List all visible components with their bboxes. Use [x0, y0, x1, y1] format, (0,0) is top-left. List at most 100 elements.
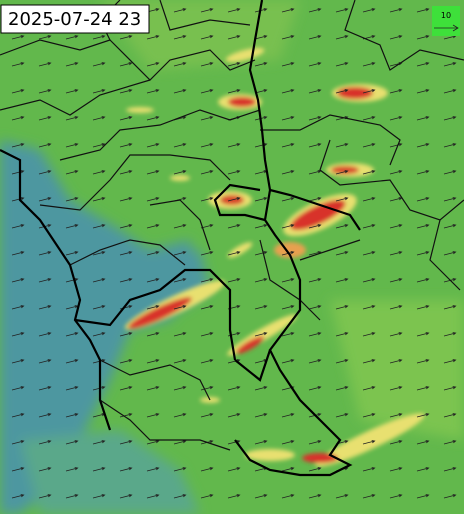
wind-arrow [416, 467, 430, 472]
wind-arrow [281, 413, 295, 418]
wind-arrow [335, 278, 349, 283]
wind-arrow [92, 305, 106, 310]
wind-arrow [146, 89, 160, 94]
wind-arrow [200, 116, 214, 121]
wind-arrow [227, 89, 241, 94]
wind-arrow [443, 332, 457, 337]
wind-arrow [173, 35, 187, 40]
wind-arrow [146, 467, 160, 472]
wind-arrow [416, 440, 430, 445]
wind-arrow [65, 224, 79, 229]
wind-arrow [281, 332, 295, 337]
wind-arrow [11, 224, 25, 229]
wind-arrow [119, 332, 133, 337]
wind-arrow [281, 89, 295, 94]
wind-arrow [254, 35, 268, 40]
wind-arrow [146, 143, 160, 148]
wind-arrow [92, 143, 106, 148]
wind-arrow [254, 143, 268, 148]
wind-arrow [119, 278, 133, 283]
wind-arrow [92, 251, 106, 256]
wind-arrow [308, 494, 322, 499]
wind-arrow [443, 197, 457, 202]
wind-arrow [173, 8, 187, 13]
wind-arrow [443, 386, 457, 391]
wind-arrow [38, 278, 52, 283]
wind-arrow [335, 332, 349, 337]
wind-arrow [308, 197, 322, 202]
wind-arrow [65, 359, 79, 364]
wind-arrow [389, 8, 403, 13]
wind-arrow [200, 413, 214, 418]
wind-arrow [335, 494, 349, 499]
wind-arrow [416, 170, 430, 175]
wind-arrow [92, 62, 106, 67]
wind-arrow [443, 170, 457, 175]
wind-arrow [416, 359, 430, 364]
wind-arrow [362, 62, 376, 67]
wind-arrow [416, 143, 430, 148]
wind-arrow [281, 116, 295, 121]
wind-arrow [416, 197, 430, 202]
wind-arrow [38, 359, 52, 364]
wind-arrow [119, 170, 133, 175]
wind-arrow [65, 116, 79, 121]
wind-arrow [389, 440, 403, 445]
wind-arrow [173, 386, 187, 391]
wind-arrow [254, 251, 268, 256]
wind-arrow [443, 494, 457, 499]
wind-arrow [200, 143, 214, 148]
wind-arrow [416, 386, 430, 391]
timestamp: 2025-07-24 23 [8, 9, 141, 30]
wind-arrow [335, 251, 349, 256]
wind-arrow [200, 332, 214, 337]
wind-arrow [146, 35, 160, 40]
wind-arrow [173, 170, 187, 175]
wind-arrow [146, 413, 160, 418]
wind-arrow [11, 143, 25, 148]
wind-arrow [443, 62, 457, 67]
wind-arrow [362, 440, 376, 445]
wind-arrow [11, 62, 25, 67]
wind-arrow [11, 440, 25, 445]
wind-arrow [11, 116, 25, 121]
wind-arrow [281, 197, 295, 202]
wind-arrow [146, 278, 160, 283]
wind-arrow [38, 170, 52, 175]
wind-arrow [227, 278, 241, 283]
wind-arrow [335, 305, 349, 310]
wind-arrow [254, 332, 268, 337]
wind-arrow [92, 224, 106, 229]
wind-arrow [11, 332, 25, 337]
wind-arrows [11, 8, 457, 499]
wind-arrow [92, 467, 106, 472]
wind-arrow [335, 35, 349, 40]
wind-arrow [65, 278, 79, 283]
wind-arrow [308, 359, 322, 364]
wind-arrow [416, 278, 430, 283]
wind-arrow [38, 494, 52, 499]
wind-arrow [281, 170, 295, 175]
wind-arrow [362, 143, 376, 148]
wind-arrow [362, 224, 376, 229]
wind-arrow [416, 494, 430, 499]
wind-arrow [119, 440, 133, 445]
wind-arrow [254, 305, 268, 310]
wind-arrow [308, 116, 322, 121]
wind-arrow [173, 467, 187, 472]
wind-arrow [281, 467, 295, 472]
wind-arrow [362, 332, 376, 337]
wind-arrow [308, 143, 322, 148]
wind-arrow [254, 413, 268, 418]
wind-arrow [119, 35, 133, 40]
wind-arrow [362, 170, 376, 175]
wind-arrow [362, 251, 376, 256]
wind-arrow [200, 89, 214, 94]
wind-arrow [11, 413, 25, 418]
wind-arrow [92, 440, 106, 445]
wind-arrow [416, 305, 430, 310]
wind-arrow [308, 89, 322, 94]
wind-arrow [362, 89, 376, 94]
